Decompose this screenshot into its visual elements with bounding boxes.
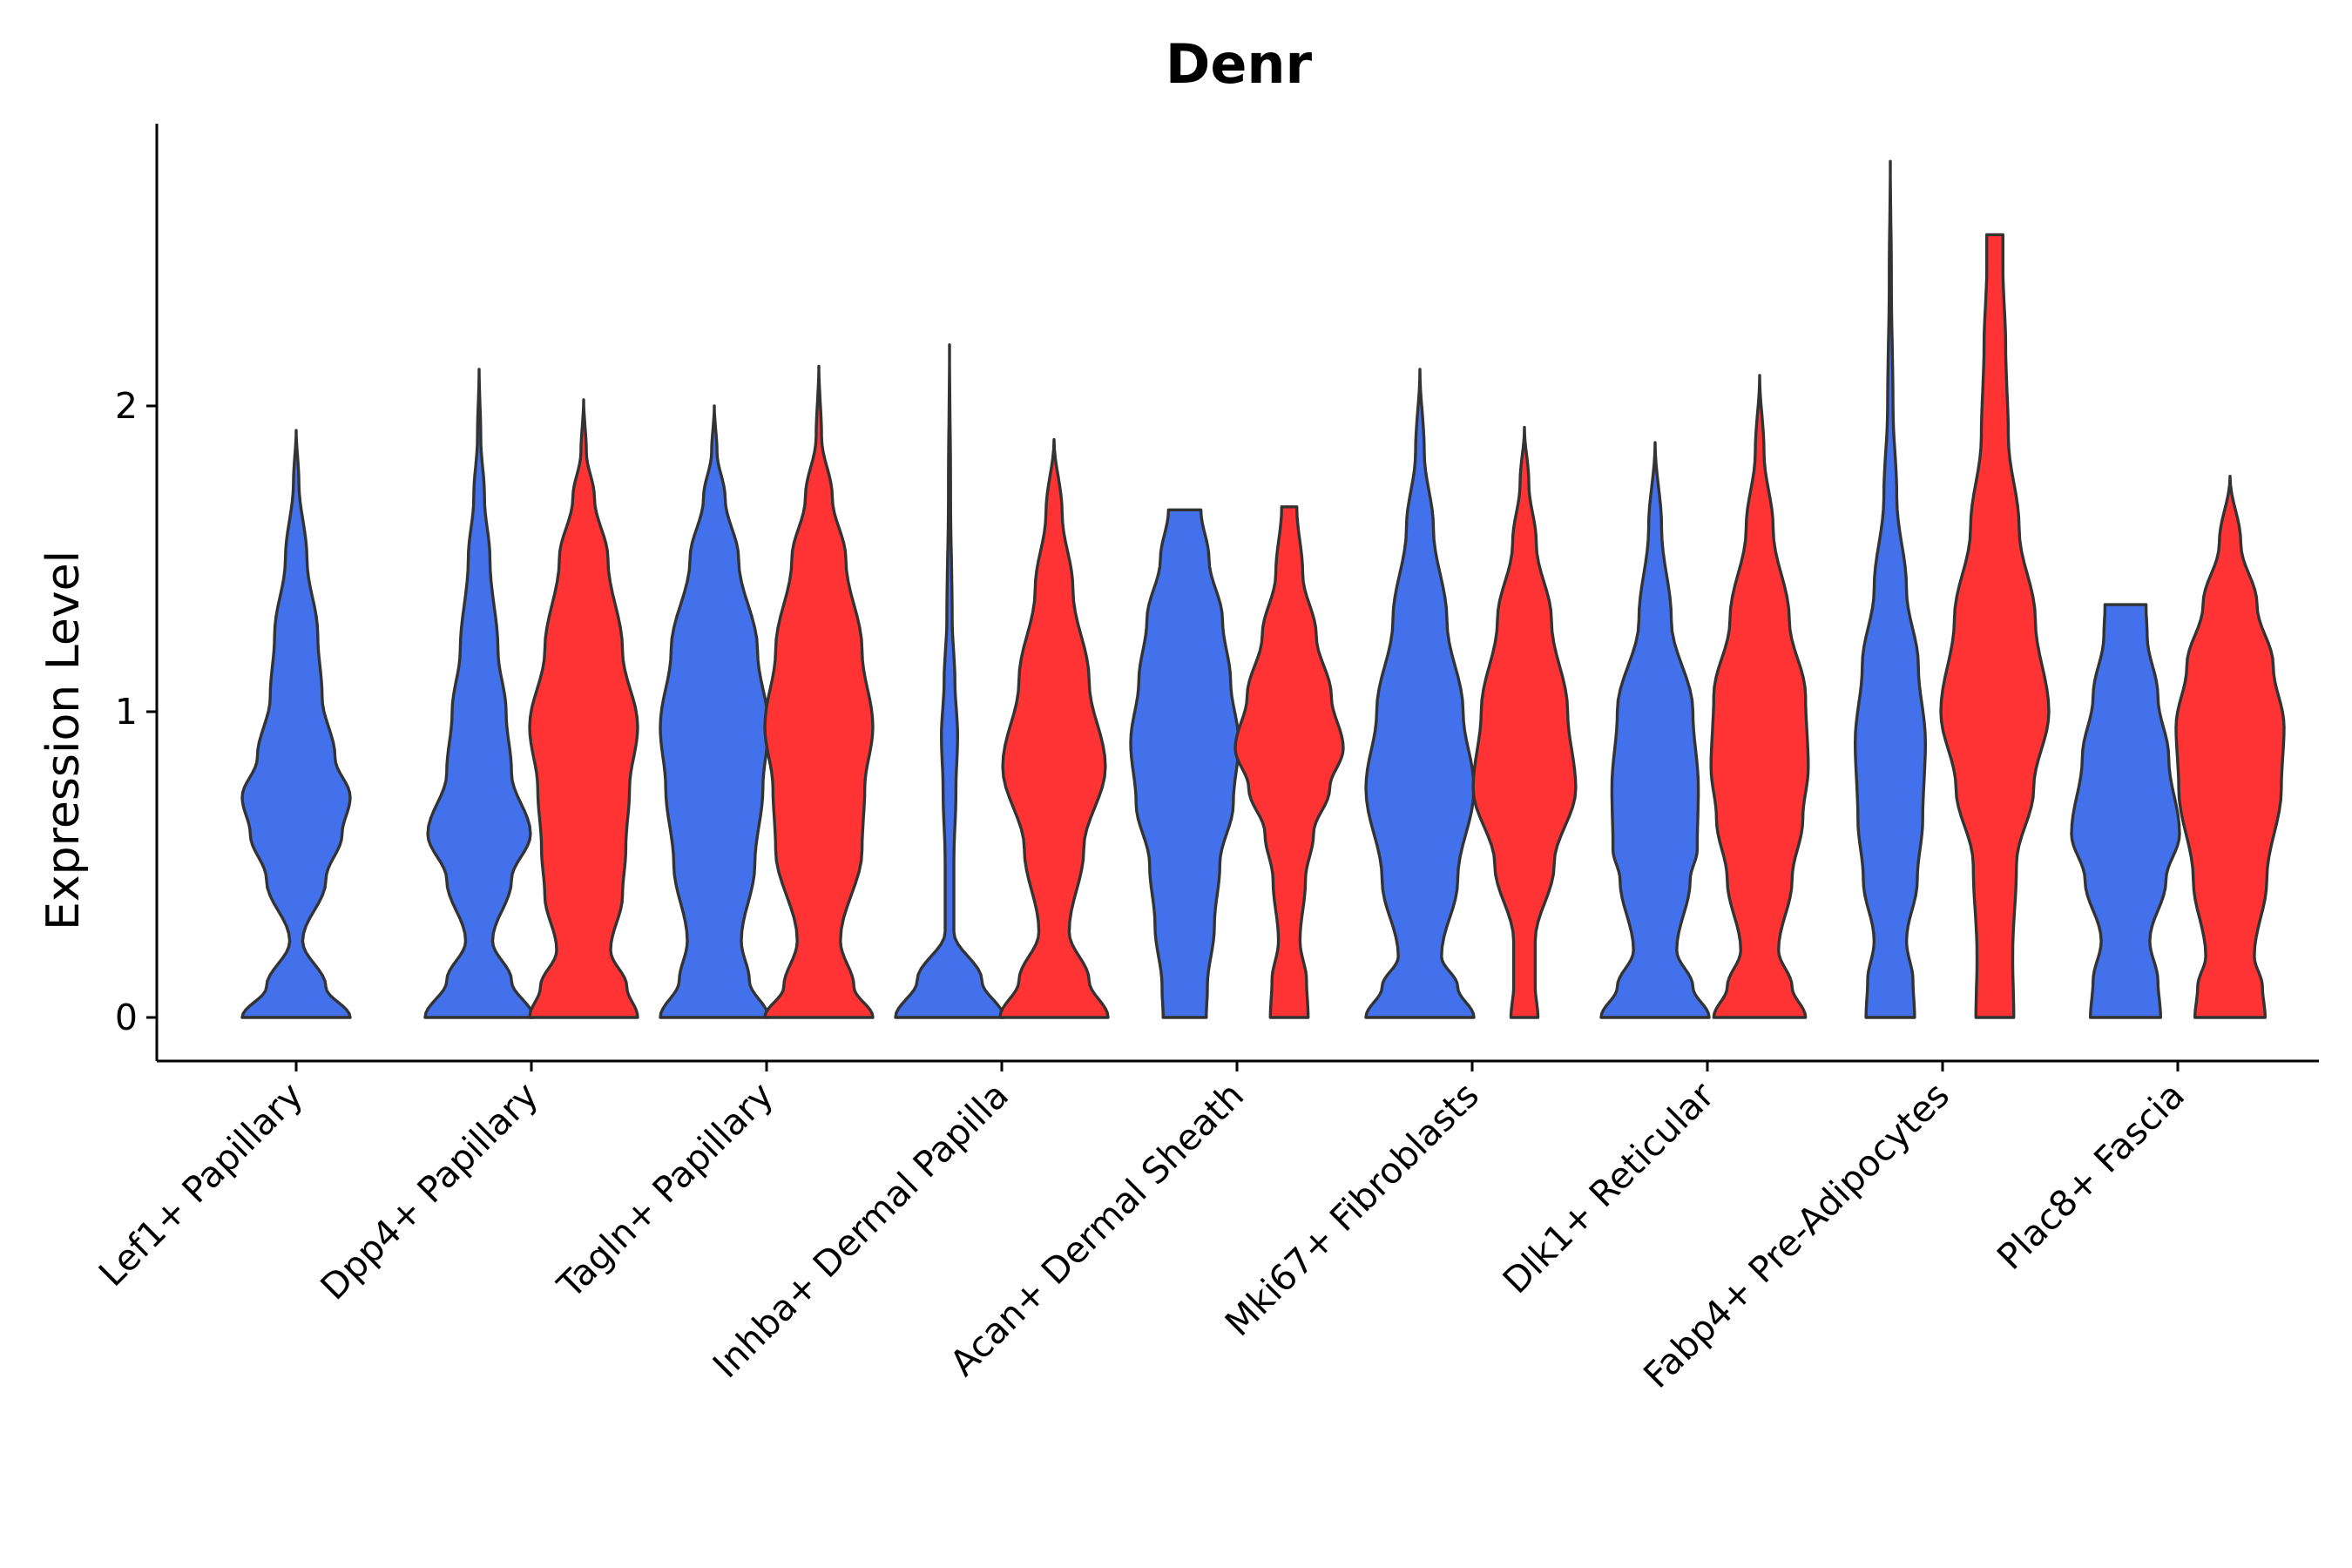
violin-blue-3 [894,343,1005,1019]
violin-red-3 [998,437,1110,1019]
violin-blue-2 [659,404,770,1019]
y-tick-label-2: 2 [115,385,138,427]
violin-red-6 [1709,374,1810,1019]
y-axis-ticks: 0 1 2 [115,385,157,1038]
chart-title: Denr [1166,32,1313,96]
violin-red-2 [763,364,875,1019]
y-tick-label-0: 0 [115,997,138,1038]
violin-blue-4 [1129,508,1240,1019]
y-tick-label-1: 1 [115,691,138,733]
violin-red-5 [1471,425,1578,1019]
violin-red-7 [1939,233,2051,1019]
violin-blue-8 [2070,603,2181,1019]
violin-red-8 [2174,475,2286,1019]
violin-blue-0 [240,429,352,1019]
violin-blue-1 [423,368,535,1019]
y-axis-label: Expression Level [37,551,90,930]
violin-red-4 [1233,505,1345,1019]
violin-red-1 [528,398,639,1019]
violin-blue-5 [1364,368,1476,1019]
violin-blue-6 [1599,441,1711,1019]
violin-blue-7 [1854,159,1927,1019]
violin-series [240,159,2286,1019]
